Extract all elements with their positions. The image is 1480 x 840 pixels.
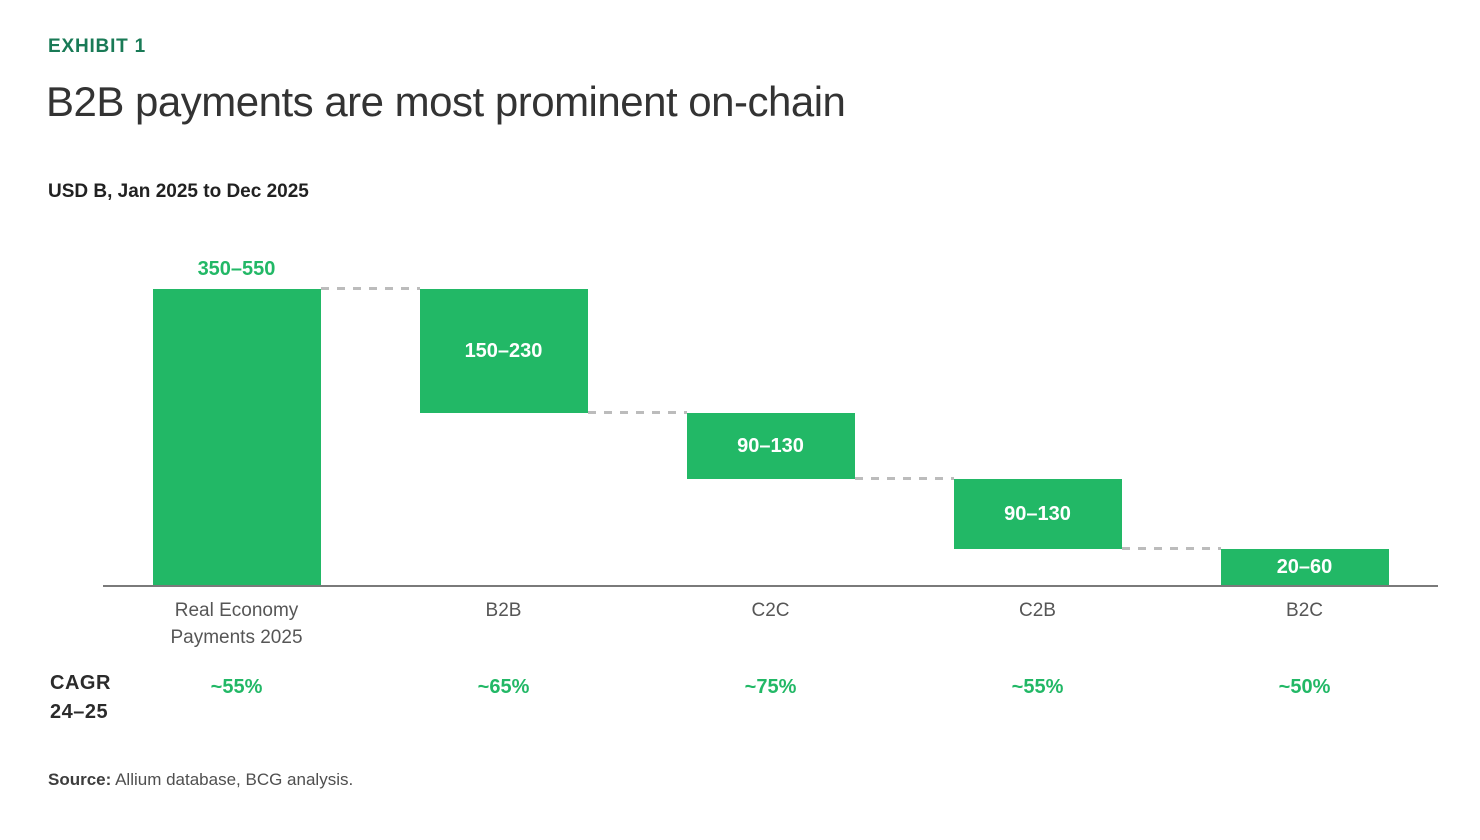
cagr-value: ~75% xyxy=(744,676,797,698)
cagr-row-label-line2: 24–25 xyxy=(50,701,109,723)
waterfall-bar xyxy=(953,479,1122,549)
waterfall-connector xyxy=(854,477,954,481)
cagr-value: ~55% xyxy=(210,676,263,698)
category-label: Real Economy Payments 2025 xyxy=(170,600,303,648)
waterfall-bar xyxy=(419,289,588,413)
cagr-value: ~55% xyxy=(1011,676,1064,698)
waterfall-connector xyxy=(587,410,687,414)
category-label: B2C xyxy=(1286,600,1323,621)
cagr-row-label-line1: CAGR xyxy=(50,672,111,694)
waterfall-bar xyxy=(686,412,855,480)
category-label: B2B xyxy=(485,600,522,621)
waterfall-connector xyxy=(1121,546,1221,550)
bar-value-label: 90–130 xyxy=(1004,502,1071,525)
cagr-value: ~65% xyxy=(477,676,530,698)
bar-value-label: 150–230 xyxy=(464,339,543,362)
bar-value-label: 90–130 xyxy=(737,434,804,457)
exhibit-label: EXHIBIT 1 xyxy=(48,36,146,57)
units-label: USD B, Jan 2025 to Dec 2025 xyxy=(48,181,309,202)
category-label: C2B xyxy=(1019,600,1056,621)
source-prefix: Source: xyxy=(48,770,112,789)
waterfall-connector xyxy=(320,287,420,290)
waterfall-bar xyxy=(152,289,321,585)
cagr-value: ~50% xyxy=(1278,676,1331,698)
bar-value-label: 20–60 xyxy=(1276,555,1333,578)
bar-value-label: 350–550 xyxy=(197,258,276,280)
source-text: Allium database, BCG analysis. xyxy=(111,770,354,789)
source-note: Source: Allium database, BCG analysis. xyxy=(48,770,353,790)
cagr-row-label: CAGR 24–25 xyxy=(50,669,111,727)
page-title: B2B payments are most prominent on-chain xyxy=(46,78,846,125)
category-label: C2C xyxy=(751,600,790,621)
waterfall-bar xyxy=(1220,548,1389,585)
x-axis-line xyxy=(103,585,1438,587)
